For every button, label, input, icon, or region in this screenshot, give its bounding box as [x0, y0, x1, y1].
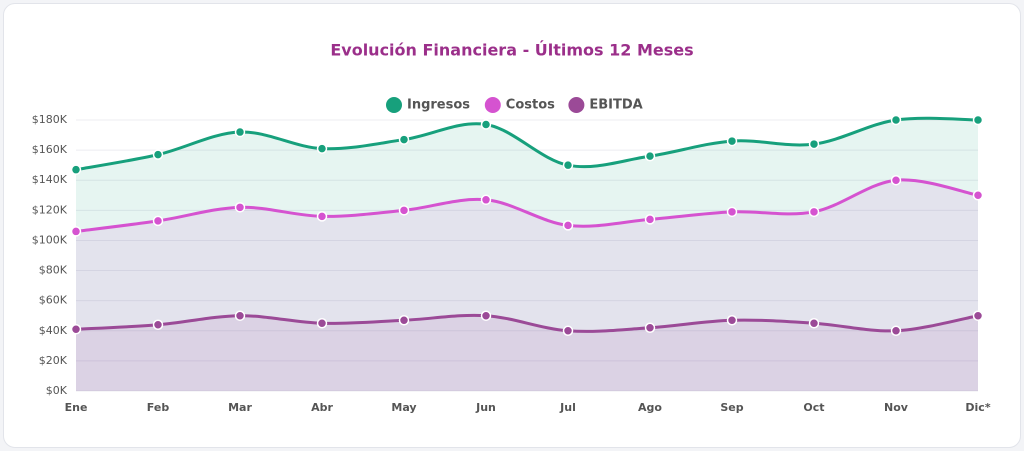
x-tick-label: Jun [475, 401, 496, 414]
point [808, 318, 820, 329]
point [316, 211, 328, 222]
point [644, 322, 656, 334]
legend-label: EBITDA [589, 98, 642, 113]
point [972, 114, 984, 126]
y-tick-label: $140K [32, 173, 68, 186]
point [234, 126, 246, 138]
y-tick-label: $40K [39, 324, 68, 337]
point [890, 174, 902, 186]
point [726, 135, 738, 147]
y-tick-label: $80K [39, 264, 68, 277]
point [234, 202, 246, 213]
point [480, 119, 492, 130]
point [398, 314, 410, 326]
card [3, 3, 1021, 448]
x-tick-label: Oct [803, 401, 824, 414]
point [562, 325, 574, 337]
line [75, 178, 979, 233]
point [562, 220, 574, 231]
point [726, 314, 738, 326]
legend-marker [386, 97, 402, 113]
legend-marker [484, 97, 501, 113]
point [152, 149, 164, 160]
area [76, 179, 978, 391]
point [808, 206, 820, 218]
legend-label: Ingresos [407, 98, 470, 113]
point [644, 150, 656, 162]
x-tick-label: Feb [147, 401, 170, 414]
point [480, 310, 492, 321]
chart-title: Evolución Financiera - Últimos 12 Meses [330, 41, 693, 60]
y-tick-label: $60K [39, 294, 68, 307]
point [890, 325, 902, 337]
point [808, 138, 820, 150]
y-tick-label: $0K [46, 384, 68, 397]
x-tick-label: Abr [311, 401, 333, 414]
x-tick-label: Jul [559, 401, 576, 414]
x-tick-label: Ago [638, 401, 662, 414]
area [76, 315, 978, 391]
x-tick-label: Sep [720, 401, 743, 414]
legend-marker [568, 97, 585, 113]
y-tick-label: $100K [32, 233, 68, 246]
point [70, 164, 82, 175]
point [398, 134, 410, 145]
x-tick-label: Mar [228, 401, 252, 414]
line [75, 313, 979, 333]
point [152, 215, 164, 227]
point [480, 194, 492, 206]
point [890, 114, 902, 126]
line [75, 116, 979, 172]
point [70, 226, 82, 237]
legend-label: Costos [506, 98, 555, 113]
point [562, 159, 574, 171]
y-tick-label: $180K [32, 113, 68, 126]
point [398, 205, 410, 216]
x-tick-label: Ene [65, 401, 88, 414]
x-tick-label: Nov [884, 401, 909, 414]
point [316, 318, 328, 329]
y-tick-label: $20K [39, 354, 68, 367]
y-tick-label: $120K [32, 203, 68, 216]
point [972, 190, 984, 201]
x-tick-label: Dic* [965, 401, 990, 414]
point [972, 310, 984, 321]
point [316, 143, 328, 154]
x-tick-label: May [391, 401, 416, 414]
point [726, 206, 738, 218]
y-tick-label: $160K [32, 143, 68, 156]
point [152, 319, 164, 331]
point [644, 214, 656, 225]
point [70, 324, 82, 335]
point [234, 310, 246, 321]
